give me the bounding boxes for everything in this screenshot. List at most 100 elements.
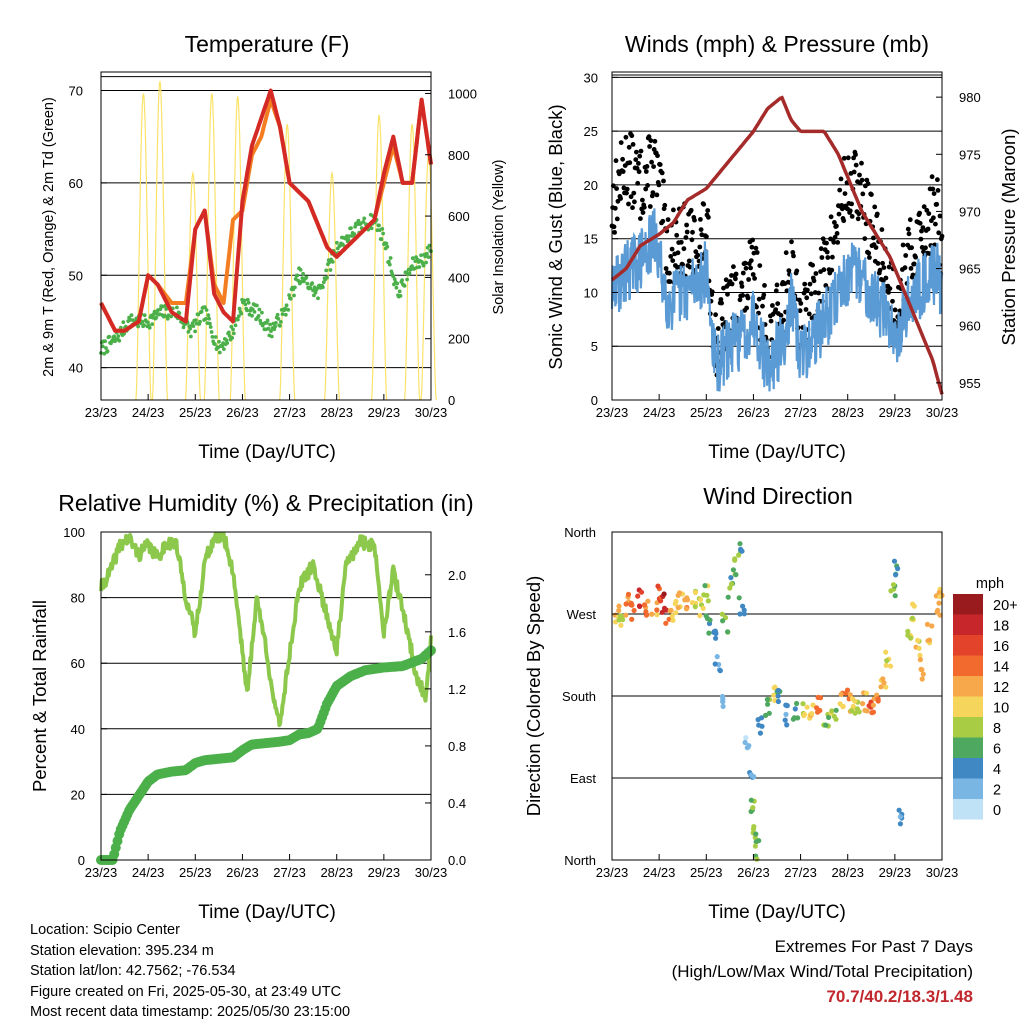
gust-point xyxy=(803,307,809,312)
temp-9m-series xyxy=(99,97,433,333)
gust-point xyxy=(697,244,703,250)
gust-point xyxy=(750,272,756,277)
direction-point xyxy=(725,629,731,635)
gust-point xyxy=(646,134,652,140)
gust-point xyxy=(634,149,639,155)
x-tick-label: 24/23 xyxy=(132,865,165,880)
dewpoint-point xyxy=(298,267,303,272)
gust-point xyxy=(794,268,800,274)
gust-point xyxy=(681,246,687,252)
direction-point xyxy=(728,575,734,581)
direction-point xyxy=(645,598,651,604)
gust-point xyxy=(688,207,694,213)
x-tick-label: 29/23 xyxy=(879,865,912,880)
extremes-title: Extremes For Past 7 Days xyxy=(774,937,973,956)
direction-point xyxy=(748,808,754,815)
gust-point xyxy=(631,190,637,196)
gust-point xyxy=(719,300,724,306)
y-right-tick-label: 955 xyxy=(959,376,981,391)
x-tick-label: 24/23 xyxy=(643,865,676,880)
gust-point xyxy=(832,234,838,240)
dewpoint-point xyxy=(311,288,315,293)
direction-point xyxy=(736,552,742,558)
direction-point xyxy=(670,617,676,623)
direction-point xyxy=(917,652,923,659)
direction-point xyxy=(919,667,925,673)
dewpoint-point xyxy=(384,241,389,246)
dewpoint-point xyxy=(245,297,250,302)
direction-point xyxy=(890,582,897,588)
gust-point xyxy=(911,261,917,267)
direction-point xyxy=(713,635,719,641)
gust-point xyxy=(640,210,646,216)
gust-point xyxy=(752,276,757,281)
y-tick-label: 20 xyxy=(584,178,598,193)
gust-point xyxy=(692,217,697,223)
dewpoint-point xyxy=(213,342,217,346)
gust-point xyxy=(647,204,653,209)
dewpoint-point xyxy=(194,318,198,322)
direction-point xyxy=(911,603,917,609)
legend-swatch xyxy=(953,635,983,656)
dewpoint-point xyxy=(424,260,428,265)
gust-point xyxy=(798,301,804,306)
gust-point xyxy=(931,191,937,197)
gust-point xyxy=(652,138,658,144)
gust-point xyxy=(805,287,810,293)
gust-point xyxy=(675,250,681,256)
winds-plot-frame xyxy=(611,71,943,401)
x-tick-label: 30/23 xyxy=(926,865,959,880)
gust-point xyxy=(829,267,835,273)
gust-point xyxy=(834,231,840,236)
legend-label: 10 xyxy=(993,701,1009,717)
dewpoint-point xyxy=(140,319,145,324)
dewpoint-point xyxy=(252,310,257,314)
x-tick-label: 30/23 xyxy=(415,865,448,880)
x-tick-label: 25/23 xyxy=(690,865,723,880)
direction-points xyxy=(612,541,945,862)
gust-point xyxy=(643,186,649,192)
solar-spike xyxy=(371,114,388,401)
gust-point xyxy=(841,155,847,161)
direction-point xyxy=(936,590,942,596)
dewpoint-point xyxy=(203,305,207,310)
direction-point xyxy=(847,692,853,698)
direction-point xyxy=(771,692,777,698)
dewpoint-point xyxy=(196,312,201,317)
gust-point xyxy=(845,155,851,161)
humidity-panel: Relative Humidity (%) & Precipitation (i… xyxy=(29,490,474,923)
dewpoint-point xyxy=(321,280,326,284)
direction-point xyxy=(880,676,886,682)
direction-x-label: Time (Day/UTC) xyxy=(708,902,846,923)
gust-point xyxy=(802,281,808,287)
solar-spike xyxy=(203,93,220,401)
temperature-grid xyxy=(101,76,431,369)
direction-point xyxy=(815,694,821,701)
x-tick-label: 26/23 xyxy=(226,405,259,420)
y-tick-label: 40 xyxy=(71,722,85,737)
y-tick-label: 30 xyxy=(584,70,598,85)
legend-label: 2 xyxy=(993,783,1001,799)
dewpoint-point xyxy=(217,339,221,344)
dewpoint-point xyxy=(181,325,186,330)
pressure-line xyxy=(610,95,944,395)
gust-point xyxy=(774,282,780,288)
dewpoint-point xyxy=(255,303,259,308)
direction-point xyxy=(794,700,800,707)
dewpoint-point xyxy=(395,281,400,286)
gust-point xyxy=(630,142,636,147)
dewpoint-point xyxy=(209,330,214,334)
gust-point xyxy=(869,192,874,198)
direction-point xyxy=(707,617,713,623)
direction-point xyxy=(750,805,756,811)
direction-point xyxy=(888,588,894,594)
direction-point xyxy=(801,711,808,718)
gust-point xyxy=(620,156,625,162)
solar-spike xyxy=(151,81,169,401)
y-tick-label: 10 xyxy=(584,285,598,300)
gust-point xyxy=(761,292,767,298)
x-tick-label: 23/23 xyxy=(85,865,118,880)
gust-point xyxy=(892,307,898,313)
gust-point xyxy=(821,267,827,273)
